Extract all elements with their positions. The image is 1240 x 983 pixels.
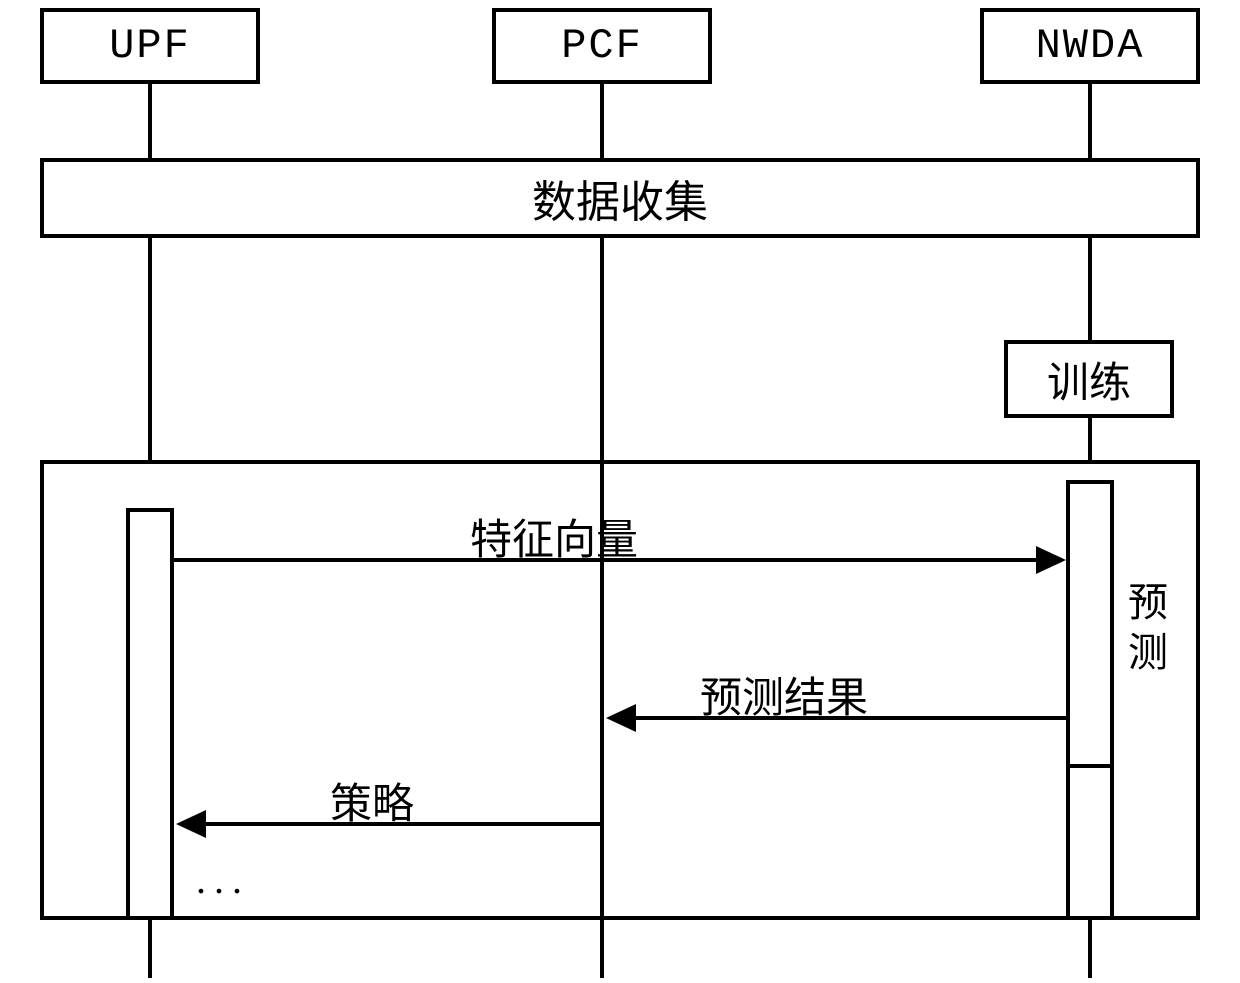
lifeline-pcf-3: [600, 920, 604, 978]
actor-pcf-label: PCF: [561, 22, 643, 70]
activation-nwda-predict-label: 预测: [1126, 578, 1170, 678]
lifeline-nwda-1: [1088, 84, 1092, 158]
actor-upf: UPF: [40, 8, 260, 84]
lifeline-nwda-3: [1088, 418, 1092, 460]
lifeline-pcf-2: [600, 238, 604, 460]
arrow-policy-head: [176, 810, 206, 838]
lifeline-nwda-4: [1088, 920, 1092, 978]
lifeline-upf-2: [148, 238, 152, 460]
span-data-collection: 数据收集: [40, 158, 1200, 238]
actor-upf-label: UPF: [109, 22, 191, 70]
lifeline-nwda-2: [1088, 238, 1092, 340]
msg-prediction-result-label: 预测结果: [700, 664, 868, 725]
sequence-diagram: UPF PCF NWDA 数据收集 训练 预测 特征向量 预测结果: [0, 0, 1240, 983]
arrow-prediction-result-head: [606, 704, 636, 732]
lifeline-upf-3: [148, 920, 152, 978]
msg-feature-vector-label: 特征向量: [470, 506, 638, 567]
lifeline-upf-1: [148, 84, 152, 158]
activation-nwda-predict: [1066, 480, 1114, 768]
arrow-feature-vector-head: [1036, 546, 1066, 574]
actor-nwda-label: NWDA: [1036, 22, 1145, 70]
actor-pcf: PCF: [492, 8, 712, 84]
lifeline-pcf-1: [600, 84, 604, 158]
span-training: 训练: [1004, 340, 1174, 418]
nwda-activation-extension: [1066, 768, 1114, 920]
span-training-label: 训练: [1047, 349, 1131, 410]
msg-policy-label: 策略: [330, 770, 414, 831]
actor-nwda: NWDA: [980, 8, 1200, 84]
span-data-collection-label: 数据收集: [532, 166, 708, 230]
activation-upf: [126, 508, 174, 920]
ellipsis-dots: ...: [196, 856, 250, 903]
